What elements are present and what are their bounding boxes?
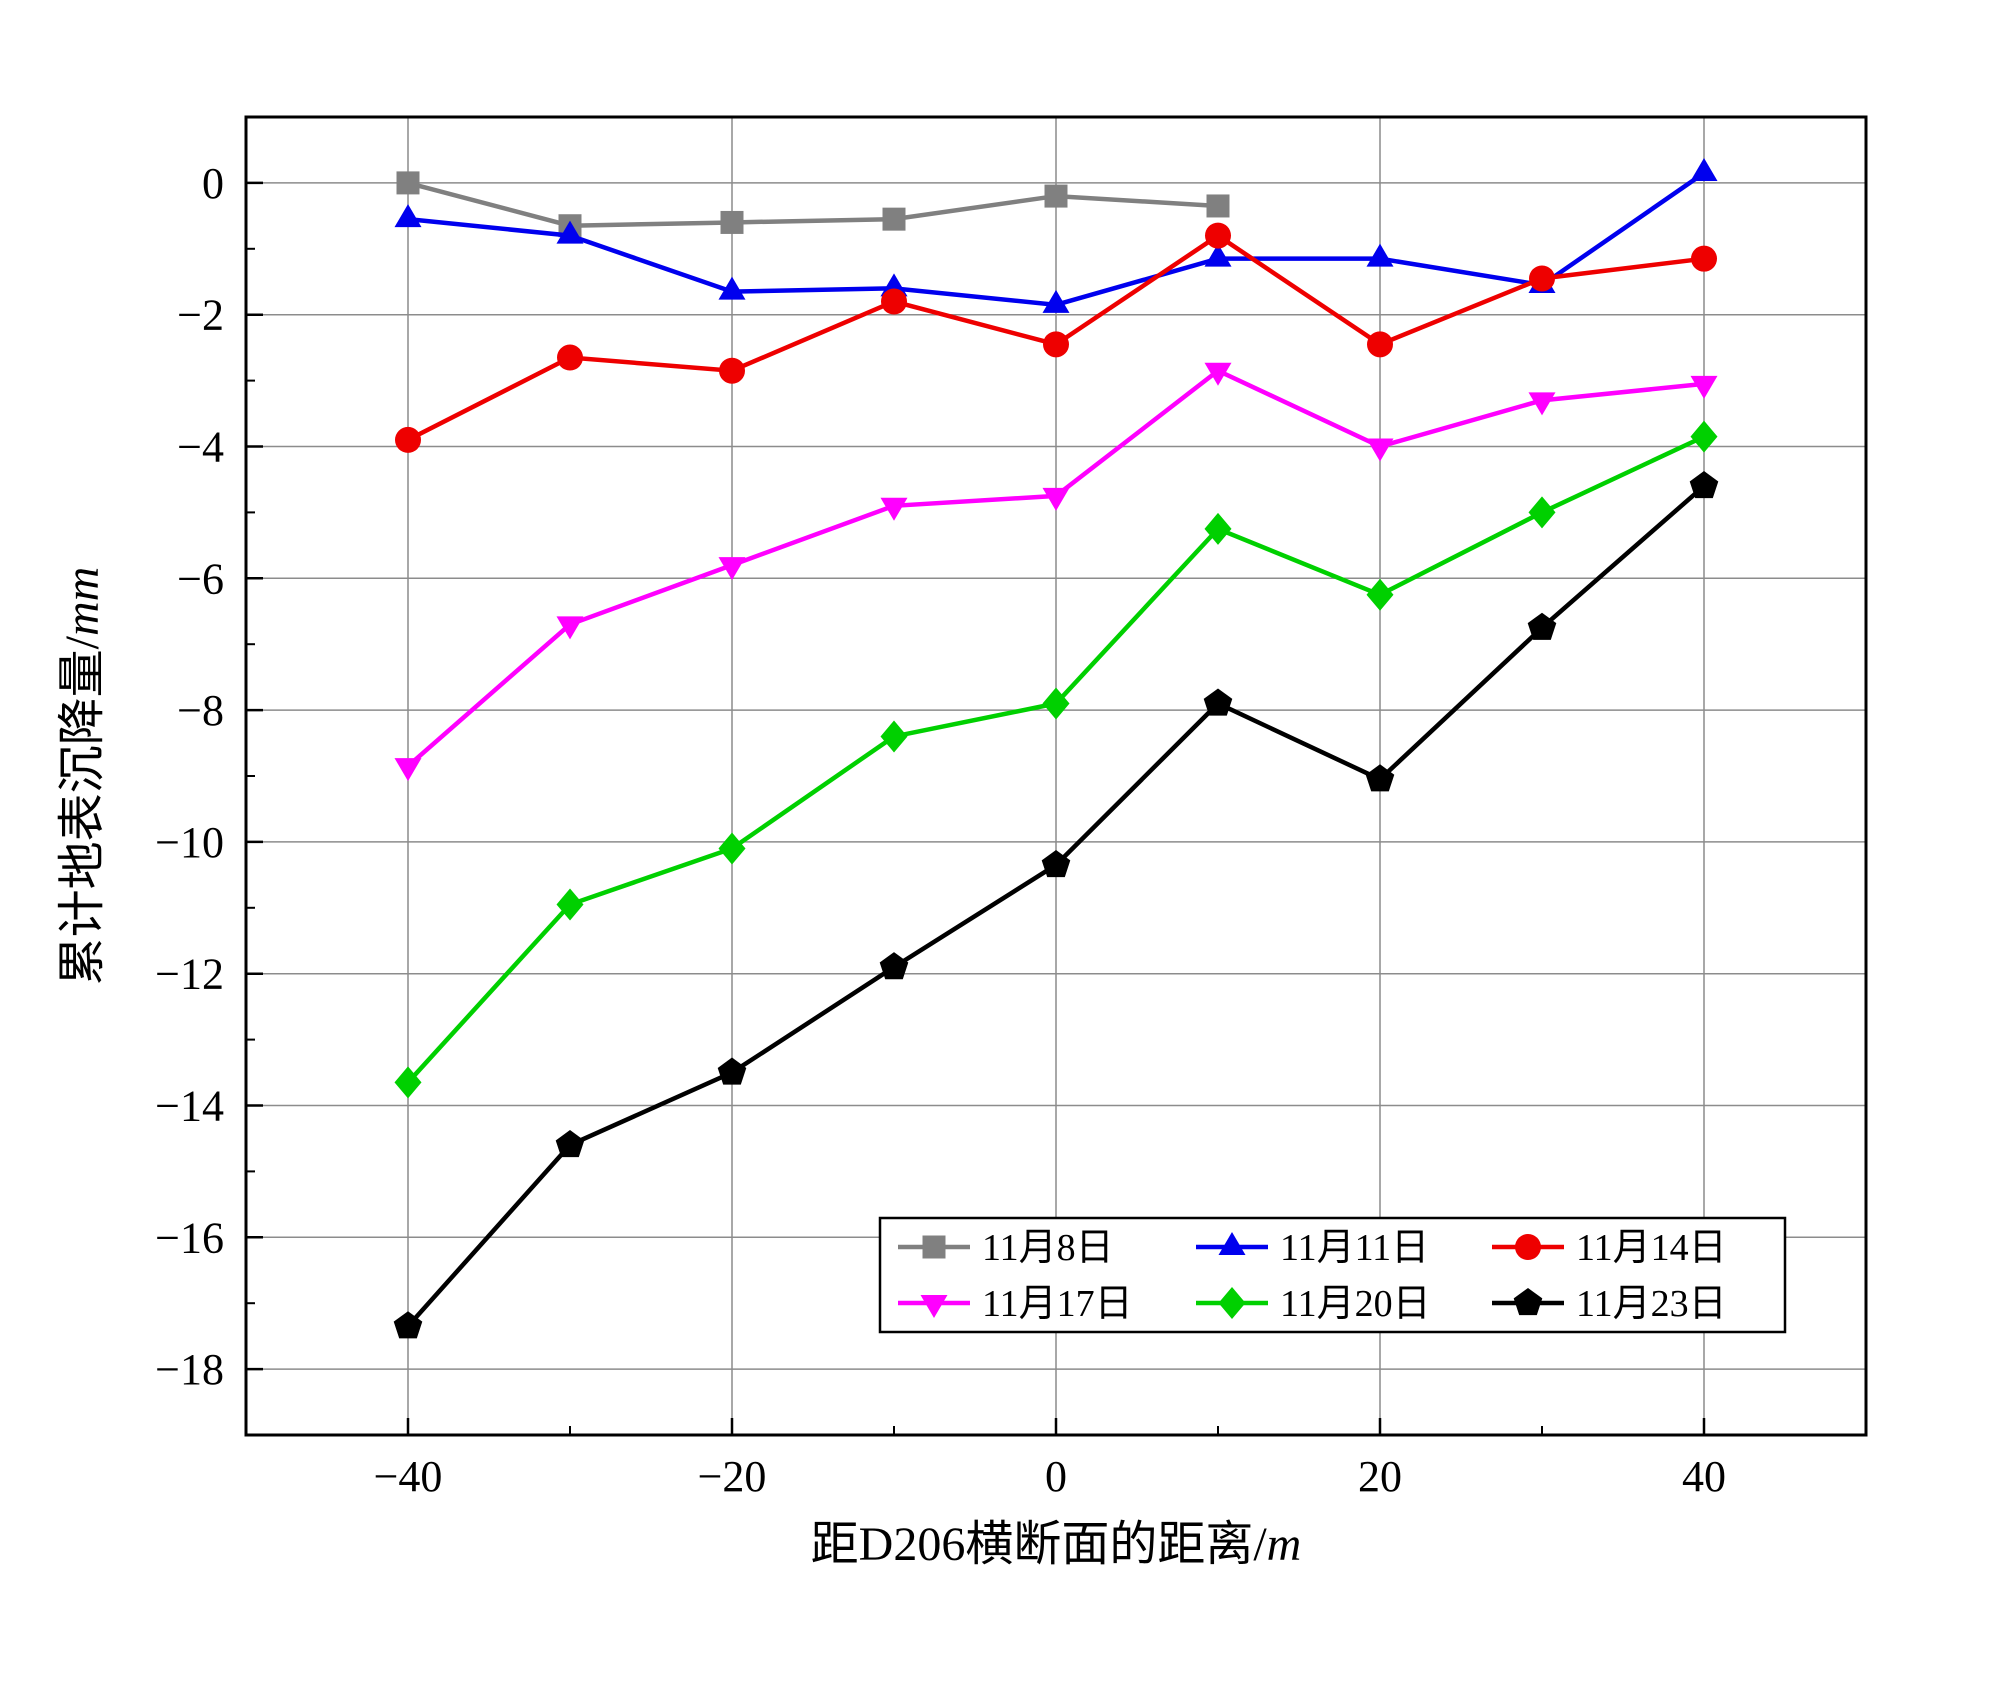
- y-axis-label: 累计地表沉降量/mm: [56, 567, 109, 986]
- series-5-marker: [1203, 688, 1233, 716]
- series-3-marker: [556, 616, 584, 640]
- series-3-marker: [880, 497, 908, 521]
- series-1-marker: [1204, 243, 1232, 267]
- series-4-marker: [394, 1066, 422, 1099]
- x-axis-label: 距D206横断面的距离/m: [811, 1518, 1302, 1571]
- x-tick-label: 20: [1358, 1452, 1402, 1501]
- series-1-marker: [1042, 289, 1070, 313]
- y-tick-label: 0: [202, 159, 224, 208]
- series-4-marker: [880, 720, 908, 753]
- series-5-marker: [393, 1311, 423, 1339]
- series-2-marker: [719, 357, 745, 384]
- series-3-marker: [1528, 392, 1556, 416]
- series-4-marker: [718, 832, 746, 865]
- y-tick-label: −10: [155, 818, 224, 867]
- series-2-marker: [881, 288, 907, 315]
- series-5-marker: [1689, 471, 1719, 499]
- legend-marker-triangle-up: [1218, 1232, 1246, 1255]
- y-tick-label: −6: [177, 554, 224, 603]
- series-2-marker: [1205, 222, 1231, 249]
- series-3-marker: [1366, 438, 1394, 462]
- series-4-marker: [1528, 496, 1556, 529]
- y-tick-label: −12: [155, 950, 224, 999]
- y-tick-label: −4: [177, 423, 224, 472]
- series-5-marker: [879, 952, 909, 980]
- legend-label: 11月20日: [1280, 1283, 1431, 1325]
- legend-box: [878, 1216, 1787, 1334]
- series-1-marker: [1366, 243, 1394, 267]
- x-tick-label: −20: [698, 1452, 767, 1501]
- legend-marker-circle: [1515, 1234, 1541, 1260]
- series-1-marker: [718, 276, 746, 300]
- series-3-marker: [394, 758, 422, 782]
- series-3-marker: [1690, 375, 1718, 399]
- series-4-marker: [1366, 578, 1394, 611]
- legend-marker-diamond: [1218, 1287, 1246, 1319]
- legend-label: 11月11日: [1280, 1227, 1429, 1269]
- series-4-marker: [556, 888, 584, 921]
- series-2-marker: [557, 344, 583, 371]
- y-tick-label: −18: [155, 1345, 224, 1394]
- series-0-marker: [882, 207, 906, 231]
- series-5-marker: [1365, 764, 1395, 792]
- series-2-marker: [395, 426, 421, 453]
- legend-marker-pentagon: [1513, 1288, 1543, 1316]
- series-5-marker: [717, 1057, 747, 1085]
- y-tick-label: −16: [155, 1213, 224, 1262]
- legend-label: 11月14日: [1576, 1227, 1727, 1269]
- x-tick-label: 0: [1045, 1452, 1067, 1501]
- legend-label: 11月17日: [982, 1283, 1133, 1325]
- series-2-marker: [1367, 331, 1393, 358]
- legend-marker-square: [922, 1235, 946, 1259]
- series-2-marker: [1043, 331, 1069, 358]
- series-1-marker: [1690, 158, 1718, 182]
- x-tick-label: −40: [374, 1452, 443, 1501]
- y-tick-label: −2: [177, 291, 224, 340]
- series-4-marker: [1204, 512, 1232, 545]
- series-0-marker: [1044, 184, 1068, 208]
- y-tick-label: −8: [177, 686, 224, 735]
- legend-label: 11月8日: [982, 1227, 1114, 1269]
- legend-label: 11月23日: [1576, 1283, 1727, 1325]
- series-0-marker: [1206, 194, 1230, 218]
- series-4-marker: [1690, 420, 1718, 453]
- series-3-marker: [1042, 487, 1070, 511]
- series-3-marker: [718, 557, 746, 581]
- series-1-marker: [394, 204, 422, 228]
- series-4-marker: [1042, 687, 1070, 720]
- series-0-marker: [720, 210, 744, 234]
- legend-marker-triangle-down: [920, 1295, 948, 1318]
- series-5-marker: [1527, 612, 1557, 640]
- series-5-marker: [1041, 849, 1071, 878]
- series-1-marker: [556, 220, 584, 244]
- series-2-marker: [1691, 245, 1717, 272]
- series-0-marker: [396, 171, 420, 195]
- x-tick-label: 40: [1682, 1452, 1726, 1501]
- series-3-marker: [1204, 362, 1232, 386]
- series-2-marker: [1529, 265, 1555, 292]
- y-tick-label: −14: [155, 1082, 224, 1131]
- series-5-marker: [555, 1130, 585, 1158]
- series-0-line: [407, 180, 1219, 228]
